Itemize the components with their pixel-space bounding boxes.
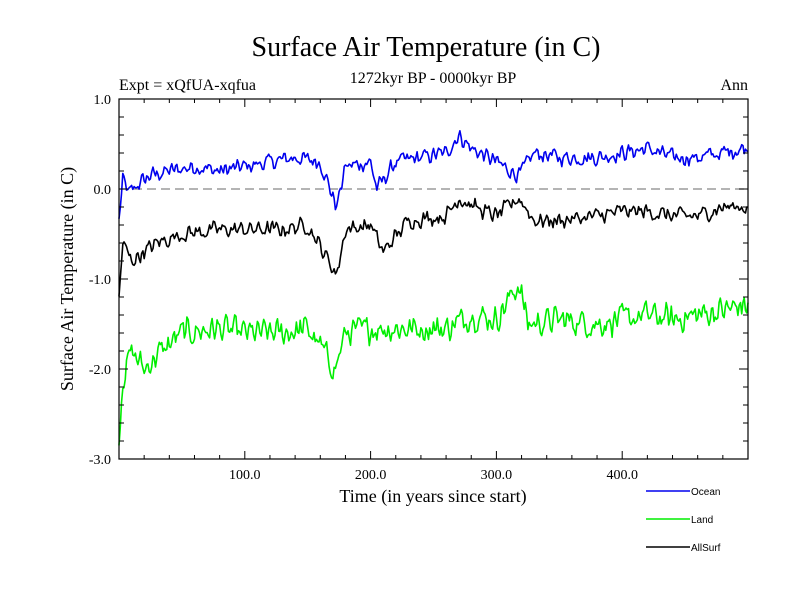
y-tick-label: -1.0 [89,273,111,288]
series-line-ocean [118,130,749,219]
chart-title: Surface Air Temperature (in C) [252,32,601,63]
legend-label-allsurf: AllSurf [691,543,721,554]
chart-subtitle: 1272kyr BP - 0000kyr BP [350,70,517,87]
y-tick-label: -3.0 [89,453,111,468]
x-tick-label: 300.0 [481,468,513,483]
x-axis-label: Time (in years since start) [339,486,526,507]
y-axis-label: Surface Air Temperature (in C) [57,167,78,391]
legend-label-ocean: Ocean [691,487,720,498]
y-tick-label: 0.0 [94,183,112,198]
y-tick-label: 1.0 [94,93,112,108]
chart-season-label: Ann [720,77,748,94]
series-line-allsurf [118,197,749,297]
chart-experiment-label: Expt = xQfUA-xqfua [119,77,256,94]
legend: Ocean Land AllSurf [646,487,721,554]
x-tick-label: 200.0 [355,468,387,483]
series-line-land [118,284,749,446]
y-tick-label: -2.0 [89,363,111,378]
x-tick-label: 100.0 [229,468,261,483]
x-tick-label: 400.0 [606,468,638,483]
legend-label-land: Land [691,515,713,526]
